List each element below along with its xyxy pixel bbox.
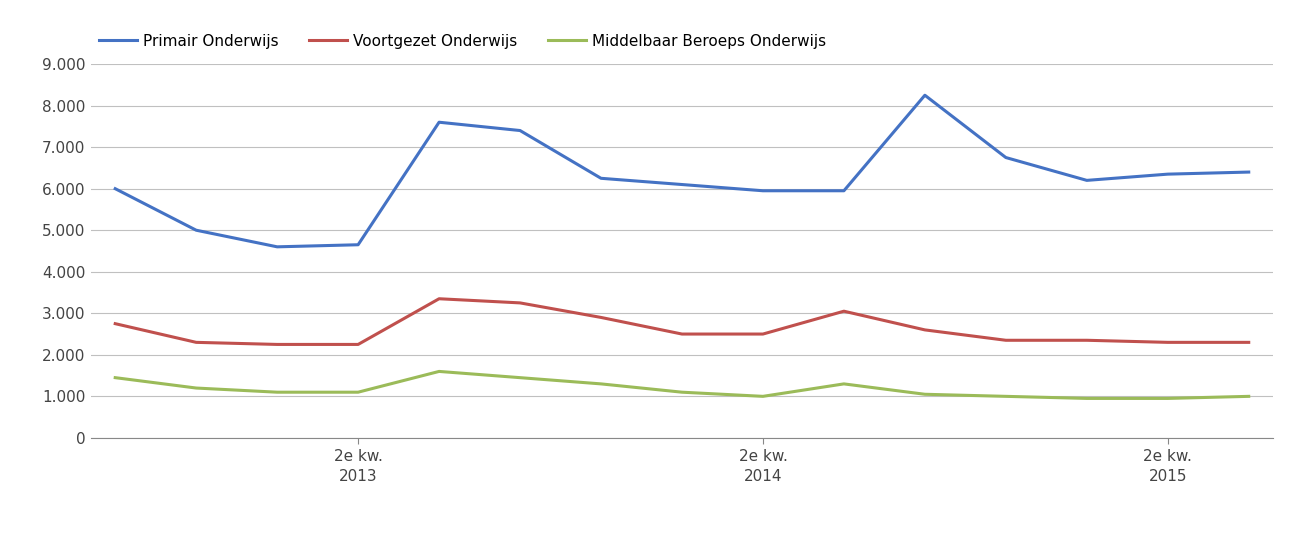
- Middelbaar Beroeps Onderwijs: [1079, 395, 1095, 402]
- Middelbaar Beroeps Onderwijs: [917, 391, 933, 397]
- Voortgezet Onderwijs: [1079, 337, 1095, 343]
- Middelbaar Beroeps Onderwijs: [1160, 395, 1176, 402]
- Voortgezet Onderwijs: [755, 331, 770, 337]
- Middelbaar Beroeps Onderwijs: [512, 374, 527, 381]
- Primair Onderwijs: [188, 227, 204, 233]
- Line: Primair Onderwijs: Primair Onderwijs: [116, 95, 1248, 247]
- Primair Onderwijs: [998, 154, 1013, 161]
- Middelbaar Beroeps Onderwijs: [351, 389, 366, 395]
- Voortgezet Onderwijs: [917, 327, 933, 333]
- Primair Onderwijs: [512, 127, 527, 134]
- Line: Voortgezet Onderwijs: Voortgezet Onderwijs: [116, 299, 1248, 344]
- Middelbaar Beroeps Onderwijs: [674, 389, 690, 395]
- Primair Onderwijs: [594, 175, 609, 182]
- Primair Onderwijs: [837, 187, 852, 194]
- Voortgezet Onderwijs: [512, 300, 527, 306]
- Primair Onderwijs: [1241, 169, 1256, 175]
- Primair Onderwijs: [755, 187, 770, 194]
- Voortgezet Onderwijs: [674, 331, 690, 337]
- Primair Onderwijs: [351, 241, 366, 248]
- Middelbaar Beroeps Onderwijs: [269, 389, 284, 395]
- Middelbaar Beroeps Onderwijs: [998, 393, 1013, 399]
- Primair Onderwijs: [1160, 171, 1176, 177]
- Middelbaar Beroeps Onderwijs: [594, 381, 609, 387]
- Voortgezet Onderwijs: [594, 314, 609, 320]
- Middelbaar Beroeps Onderwijs: [108, 374, 123, 381]
- Voortgezet Onderwijs: [998, 337, 1013, 343]
- Voortgezet Onderwijs: [837, 308, 852, 315]
- Primair Onderwijs: [917, 92, 933, 98]
- Middelbaar Beroeps Onderwijs: [755, 393, 770, 399]
- Voortgezet Onderwijs: [431, 295, 447, 302]
- Middelbaar Beroeps Onderwijs: [837, 381, 852, 387]
- Middelbaar Beroeps Onderwijs: [1241, 393, 1256, 399]
- Voortgezet Onderwijs: [188, 339, 204, 345]
- Voortgezet Onderwijs: [1241, 339, 1256, 345]
- Voortgezet Onderwijs: [351, 341, 366, 348]
- Middelbaar Beroeps Onderwijs: [431, 368, 447, 375]
- Primair Onderwijs: [674, 182, 690, 188]
- Voortgezet Onderwijs: [1160, 339, 1176, 345]
- Line: Middelbaar Beroeps Onderwijs: Middelbaar Beroeps Onderwijs: [116, 372, 1248, 398]
- Middelbaar Beroeps Onderwijs: [188, 385, 204, 391]
- Legend: Primair Onderwijs, Voortgezet Onderwijs, Middelbaar Beroeps Onderwijs: Primair Onderwijs, Voortgezet Onderwijs,…: [99, 34, 826, 49]
- Voortgezet Onderwijs: [108, 320, 123, 327]
- Primair Onderwijs: [108, 185, 123, 192]
- Voortgezet Onderwijs: [269, 341, 284, 348]
- Primair Onderwijs: [431, 119, 447, 125]
- Primair Onderwijs: [1079, 177, 1095, 184]
- Primair Onderwijs: [269, 244, 284, 250]
